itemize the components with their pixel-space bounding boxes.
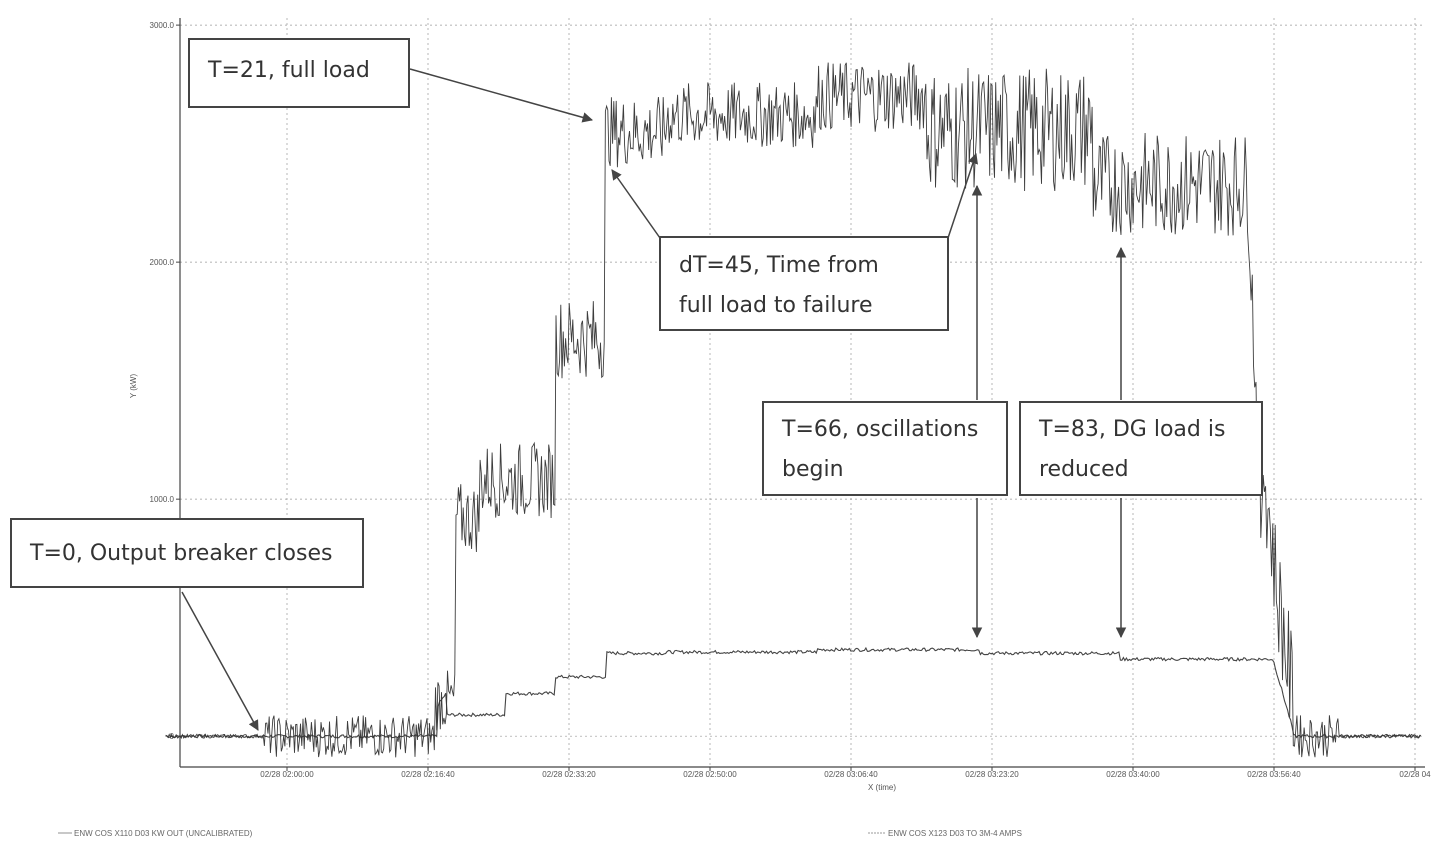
x-tick-label: 02/28 03:06:40 — [824, 770, 878, 779]
annotation-t66: T=66, oscillations begin — [762, 401, 1008, 496]
ticks-layer: 02/28 02:00:00 02/28 02:16:40 02/28 02:33:… — [150, 21, 1432, 779]
annotation-t0-text: T=0, Output breaker closes — [30, 541, 333, 566]
y-tick-label: 2000.0 — [150, 258, 175, 267]
y-tick-label: 3000.0 — [150, 21, 175, 30]
annotation-t83-line1: T=83, DG load is — [1039, 417, 1226, 442]
x-tick-label: 02/28 03:23:20 — [965, 770, 1019, 779]
series-line-kw — [165, 62, 1422, 758]
annotation-dt45-line2: full load to failure — [679, 293, 873, 318]
axes-layer — [179, 18, 1425, 768]
x-tick-label: 02/28 02:50:00 — [683, 770, 737, 779]
annotation-t66-line2: begin — [782, 457, 844, 482]
annotation-dt45-line1: dT=45, Time from — [679, 253, 879, 278]
x-tick-label: 02/28 03:56:40 — [1247, 770, 1301, 779]
annotation-t21: T=21, full load — [188, 38, 410, 108]
legend-label-kw: ENW COS X110 D03 KW OUT (UNCALIBRATED) — [74, 829, 253, 838]
x-tick-label: 02/28 04 — [1399, 770, 1431, 779]
x-tick-label: 02/28 03:40:00 — [1106, 770, 1160, 779]
y-tick-label: 1000.0 — [150, 495, 175, 504]
arrows-layer — [181, 68, 1127, 731]
annotation-t66-line1: T=66, oscillations — [782, 417, 979, 442]
x-tick-label: 02/28 02:00:00 — [260, 770, 314, 779]
annotation-t0: T=0, Output breaker closes — [10, 518, 364, 588]
legend-label-amps: ENW COS X123 D03 TO 3M-4 AMPS — [888, 829, 1022, 838]
annotation-t21-text: T=21, full load — [208, 58, 370, 83]
legend: ENW COS X110 D03 KW OUT (UNCALIBRATED) E… — [58, 829, 1022, 838]
x-axis-title: X (time) — [868, 783, 896, 792]
annotation-t83: T=83, DG load is reduced — [1019, 401, 1263, 496]
annotation-dt45: dT=45, Time from full load to failure — [659, 236, 949, 331]
annotation-t83-line2: reduced — [1039, 457, 1129, 482]
series-layer — [165, 62, 1422, 758]
x-tick-label: 02/28 02:33:20 — [542, 770, 596, 779]
y-axis-title: Y (kW) — [129, 374, 138, 399]
arrow-dt45-left — [611, 169, 661, 239]
arrow-t0 — [181, 591, 259, 731]
arrow-dt45-right — [947, 153, 978, 239]
arrow-t21 — [409, 68, 594, 123]
series-line-amps — [165, 646, 1421, 739]
x-tick-label: 02/28 02:16:40 — [401, 770, 455, 779]
